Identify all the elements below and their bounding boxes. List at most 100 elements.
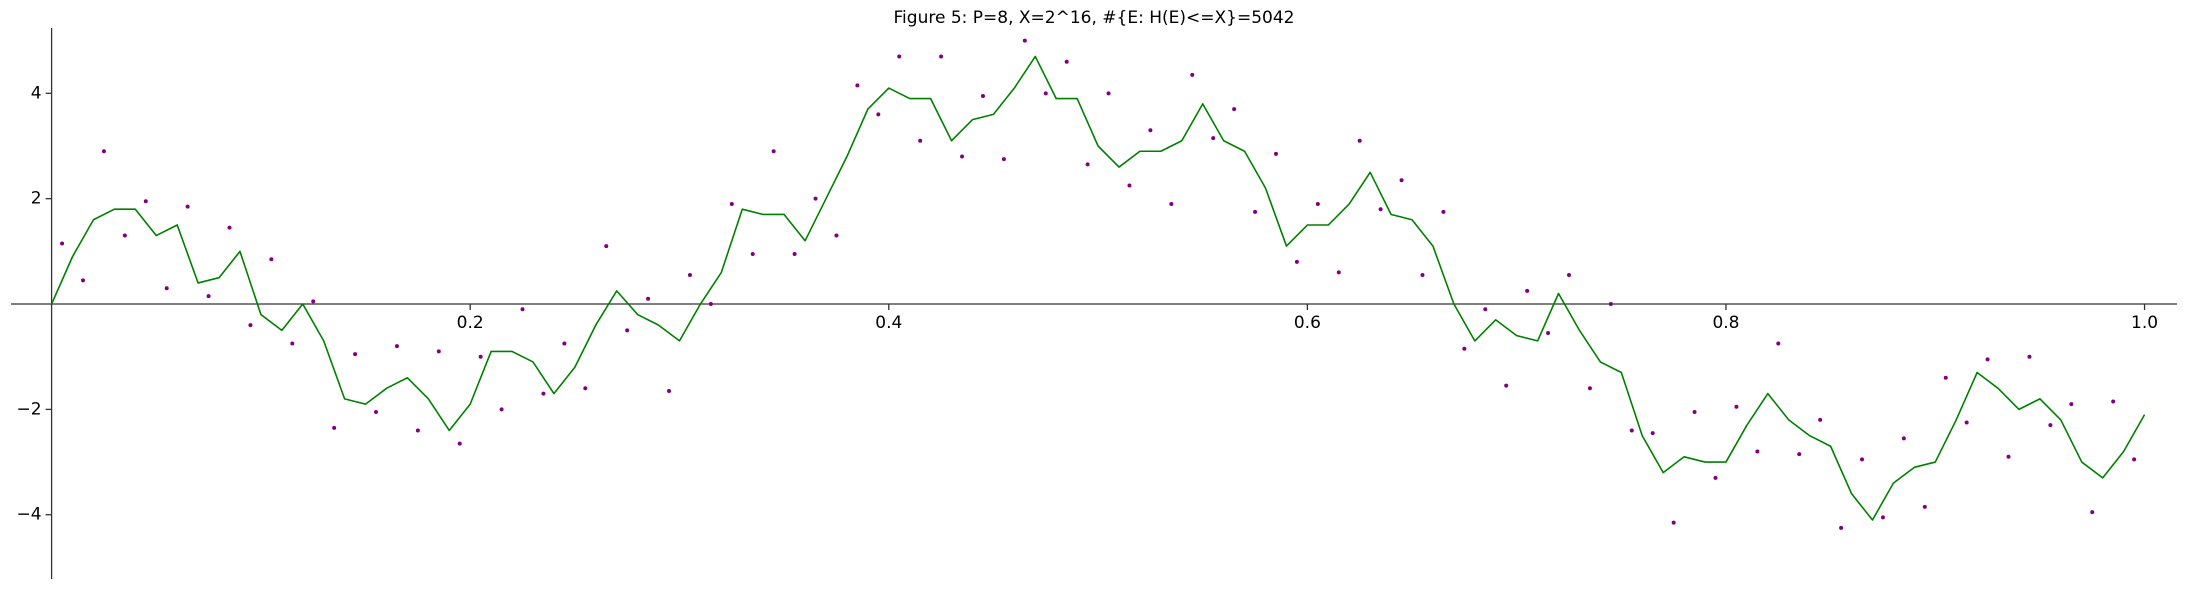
scatter-point <box>876 112 881 117</box>
scatter-point <box>1190 72 1195 77</box>
scatter-point <box>1818 417 1823 422</box>
scatter-point <box>750 251 755 256</box>
scatter-point <box>541 391 546 396</box>
scatter-point <box>771 149 776 154</box>
scatter-point <box>1294 259 1299 264</box>
y-tick-label: −2 <box>17 399 42 419</box>
scatter-point <box>1755 449 1760 454</box>
scatter-point <box>2006 454 2011 459</box>
scatter-point <box>520 307 525 312</box>
scatter-point <box>2069 402 2074 407</box>
scatter-point <box>2048 423 2053 428</box>
scatter-point <box>2027 354 2032 359</box>
scatter-point <box>1587 386 1592 391</box>
scatter-point <box>2111 399 2116 404</box>
scatter-point <box>1650 431 1655 436</box>
scatter-point <box>1106 91 1111 96</box>
scatter-point <box>1148 128 1153 133</box>
scatter-point <box>394 344 399 349</box>
scatter-point <box>80 278 85 283</box>
scatter-point <box>1964 420 1969 425</box>
x-tick-label: 0.4 <box>875 313 902 333</box>
scatter-point <box>1671 520 1676 525</box>
scatter-point <box>1880 515 1885 520</box>
scatter-point <box>1085 162 1090 167</box>
scatter-point <box>332 425 337 430</box>
scatter-point <box>625 328 630 333</box>
scatter-point <box>1043 91 1048 96</box>
chart-title: Figure 5: P=8, X=2^16, #{E: H(E)<=X}=504… <box>894 8 1295 28</box>
scatter-point <box>436 349 441 354</box>
scatter-point <box>1504 383 1509 388</box>
scatter-point <box>1525 288 1530 293</box>
scatter-point <box>1860 457 1865 462</box>
scatter-point <box>248 323 253 328</box>
x-tick-label: 1.0 <box>2131 313 2158 333</box>
scatter-point <box>960 154 965 159</box>
scatter-point <box>1901 436 1906 441</box>
scatter-point <box>667 388 672 393</box>
scatter-point <box>143 199 148 204</box>
y-tick-label: 2 <box>31 189 42 209</box>
scatter-point <box>855 83 860 88</box>
scatter-point <box>1441 209 1446 214</box>
scatter-point <box>353 352 358 357</box>
scatter-point <box>1566 273 1571 278</box>
x-tick-label: 0.6 <box>1294 313 1321 333</box>
scatter-point <box>1943 375 1948 380</box>
scatter-point <box>1420 273 1425 278</box>
scatter-point <box>499 407 504 412</box>
y-tick-label: −4 <box>17 505 42 525</box>
scatter-point <box>792 251 797 256</box>
scatter-point <box>1734 404 1739 409</box>
scatter-point <box>583 386 588 391</box>
scatter-point <box>1232 107 1237 112</box>
scatter-point <box>1713 475 1718 480</box>
scatter-point <box>1127 183 1132 188</box>
scatter-point <box>729 201 734 206</box>
data-line <box>50 55 2146 521</box>
scatter-point <box>1064 59 1069 64</box>
scatter-point <box>1546 330 1551 335</box>
scatter-point <box>897 54 902 59</box>
scatter-point <box>687 273 692 278</box>
scatter-point <box>1315 201 1320 206</box>
scatter-point <box>1985 357 1990 362</box>
scatter-point <box>290 341 295 346</box>
scatter-point <box>1253 209 1258 214</box>
scatter-point <box>269 257 274 262</box>
scatter-point <box>415 428 420 433</box>
x-tick-label: 0.8 <box>1712 313 1739 333</box>
scatter-point <box>1211 136 1216 141</box>
scatter-point <box>1336 270 1341 275</box>
scatter-point <box>1169 201 1174 206</box>
scatter-point <box>939 54 944 59</box>
scatter-point <box>206 294 211 299</box>
scatter-point <box>457 441 462 446</box>
scatter-point <box>101 149 106 154</box>
scatter-point <box>1483 307 1488 312</box>
scatter-point <box>2132 457 2137 462</box>
scatter-point <box>478 354 483 359</box>
scatter-point <box>562 341 567 346</box>
scatter-point <box>1399 178 1404 183</box>
scatter-point <box>1629 428 1634 433</box>
scatter-point <box>2090 510 2095 515</box>
scatter-point <box>1922 504 1927 509</box>
scatter-point <box>1378 207 1383 212</box>
scatter-point <box>1273 151 1278 156</box>
scatter-point <box>60 241 65 246</box>
scatter-point <box>1022 38 1027 43</box>
scatter-point <box>1462 346 1467 351</box>
scatter-point <box>834 233 839 238</box>
scatter-point <box>1001 157 1006 162</box>
scatter-point <box>311 299 316 304</box>
scatter-point <box>122 233 127 238</box>
scatter-point <box>708 302 713 307</box>
scatter-point <box>374 410 379 415</box>
scatter-point <box>1797 452 1802 457</box>
scatter-point <box>1839 525 1844 530</box>
scatter-point <box>1776 341 1781 346</box>
